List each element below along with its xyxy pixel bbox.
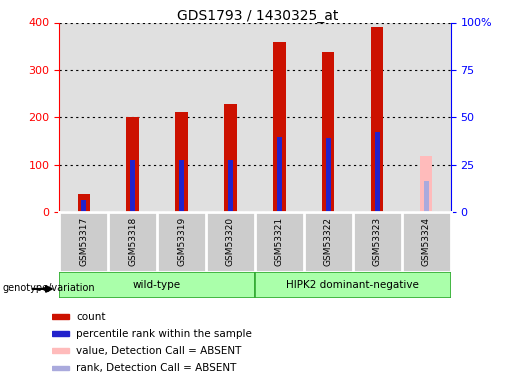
Bar [277, 137, 282, 212]
Text: GSM53319: GSM53319 [177, 217, 186, 266]
Bar [52, 348, 68, 353]
Bar [127, 117, 139, 212]
Bar [326, 138, 331, 212]
Text: GSM53318: GSM53318 [128, 217, 137, 266]
Bar [273, 42, 285, 212]
Bar [255, 272, 451, 298]
Bar [371, 27, 383, 212]
Text: GSM53321: GSM53321 [275, 217, 284, 266]
Bar [228, 160, 233, 212]
Text: GSM53322: GSM53322 [324, 217, 333, 266]
Bar [322, 52, 334, 212]
Text: GSM53324: GSM53324 [422, 217, 431, 266]
Text: GSM53320: GSM53320 [226, 217, 235, 266]
Bar [424, 181, 428, 212]
Text: GSM53323: GSM53323 [373, 217, 382, 266]
Text: percentile rank within the sample: percentile rank within the sample [76, 328, 252, 339]
Text: rank, Detection Call = ABSENT: rank, Detection Call = ABSENT [76, 363, 237, 373]
Bar [52, 332, 68, 336]
Bar [225, 104, 236, 212]
Text: count: count [76, 312, 106, 322]
Text: GDS1793 / 1430325_at: GDS1793 / 1430325_at [177, 9, 338, 23]
Text: wild-type: wild-type [133, 280, 181, 290]
Text: GSM53317: GSM53317 [79, 217, 88, 266]
Text: HIPK2 dominant-negative: HIPK2 dominant-negative [286, 280, 419, 290]
Text: genotype/variation: genotype/variation [3, 283, 95, 293]
Bar [420, 156, 432, 212]
Bar [52, 366, 68, 370]
Bar [81, 200, 86, 212]
Bar [78, 194, 90, 212]
Bar [375, 132, 380, 212]
Bar [179, 160, 184, 212]
Bar [59, 272, 255, 298]
Bar [176, 112, 187, 212]
Text: value, Detection Call = ABSENT: value, Detection Call = ABSENT [76, 346, 242, 356]
Bar [52, 314, 68, 319]
Bar [130, 160, 135, 212]
